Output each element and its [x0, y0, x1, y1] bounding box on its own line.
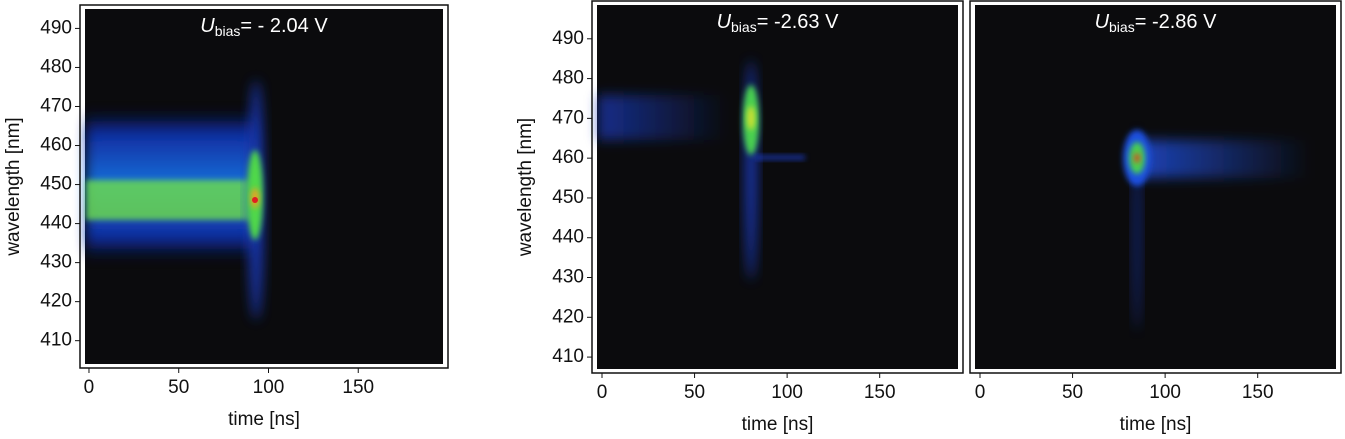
intensity-image [86, 60, 1310, 330]
x-tick-label: 150 [864, 382, 896, 403]
image-background [975, 5, 1336, 369]
x-tick-label: 150 [1242, 382, 1274, 403]
x-axis-label: time [ns] [1120, 414, 1192, 435]
y-axis-label: wavelength [nm] [515, 118, 536, 257]
x-tick-label: 0 [975, 382, 986, 403]
panel-title: Ubias= -2.63 V [717, 11, 840, 34]
y-tick-label: 480 [552, 68, 584, 89]
x-tick-label: 100 [771, 382, 803, 403]
plot-frame [79, 4, 449, 369]
axes-layer: 0 50 100 150 410 420 430 440 450 460 470 480 490 time… [3, 0, 1342, 435]
y-tick-label: 460 [40, 135, 72, 156]
panel-title: Ubias= -2.86 V [1095, 11, 1218, 34]
y-tick-label: 430 [40, 252, 72, 273]
x-tick-label: 50 [684, 382, 705, 403]
x-tick-label: 100 [1149, 382, 1181, 403]
y-tick-label: 430 [552, 267, 584, 288]
x-axis-label: time [ns] [228, 409, 300, 430]
title-subscript: bias [731, 19, 757, 35]
y-tick-label: 450 [40, 174, 72, 195]
y-tick-label: 420 [40, 291, 72, 312]
y-axis-label: wavelength [nm] [3, 117, 24, 256]
plot-frame [969, 0, 1342, 374]
y-tick-label: 410 [552, 346, 584, 367]
title-subscript: bias [215, 23, 241, 39]
y-tick-label: 460 [552, 147, 584, 168]
x-tick-label: 50 [1062, 382, 1083, 403]
title-text: = - 2.04 V [240, 15, 328, 37]
x-tick-label: 100 [253, 377, 285, 398]
title-text: = -2.86 V [1135, 11, 1217, 33]
x-axis-label: time [ns] [742, 414, 814, 435]
title-subscript: bias [1109, 19, 1135, 35]
title-symbol: U [717, 11, 732, 33]
x-tick-label: 150 [342, 377, 374, 398]
y-tick-label: 470 [552, 107, 584, 128]
y-tick-label: 450 [552, 187, 584, 208]
y-tick-label: 440 [552, 227, 584, 248]
y-tick-label: 420 [552, 306, 584, 327]
y-tick-label: 490 [40, 17, 72, 38]
x-tick-label: 50 [168, 377, 189, 398]
y-tick-label: 490 [552, 28, 584, 49]
x-tick-label: 0 [84, 377, 95, 398]
y-tick-label: 480 [40, 56, 72, 77]
image-background [597, 5, 958, 369]
panels [85, 5, 1336, 369]
title-symbol: U [1095, 11, 1110, 33]
panel-title: Ubias= - 2.04 V [200, 15, 328, 38]
title-text: = -2.63 V [757, 11, 839, 33]
x-tick-label: 0 [597, 382, 608, 403]
y-tick-label: 470 [40, 95, 72, 116]
title-symbol: U [200, 15, 215, 37]
y-tick-label: 440 [40, 213, 72, 234]
y-tick-label: 410 [40, 330, 72, 351]
plot-frame [591, 0, 964, 374]
